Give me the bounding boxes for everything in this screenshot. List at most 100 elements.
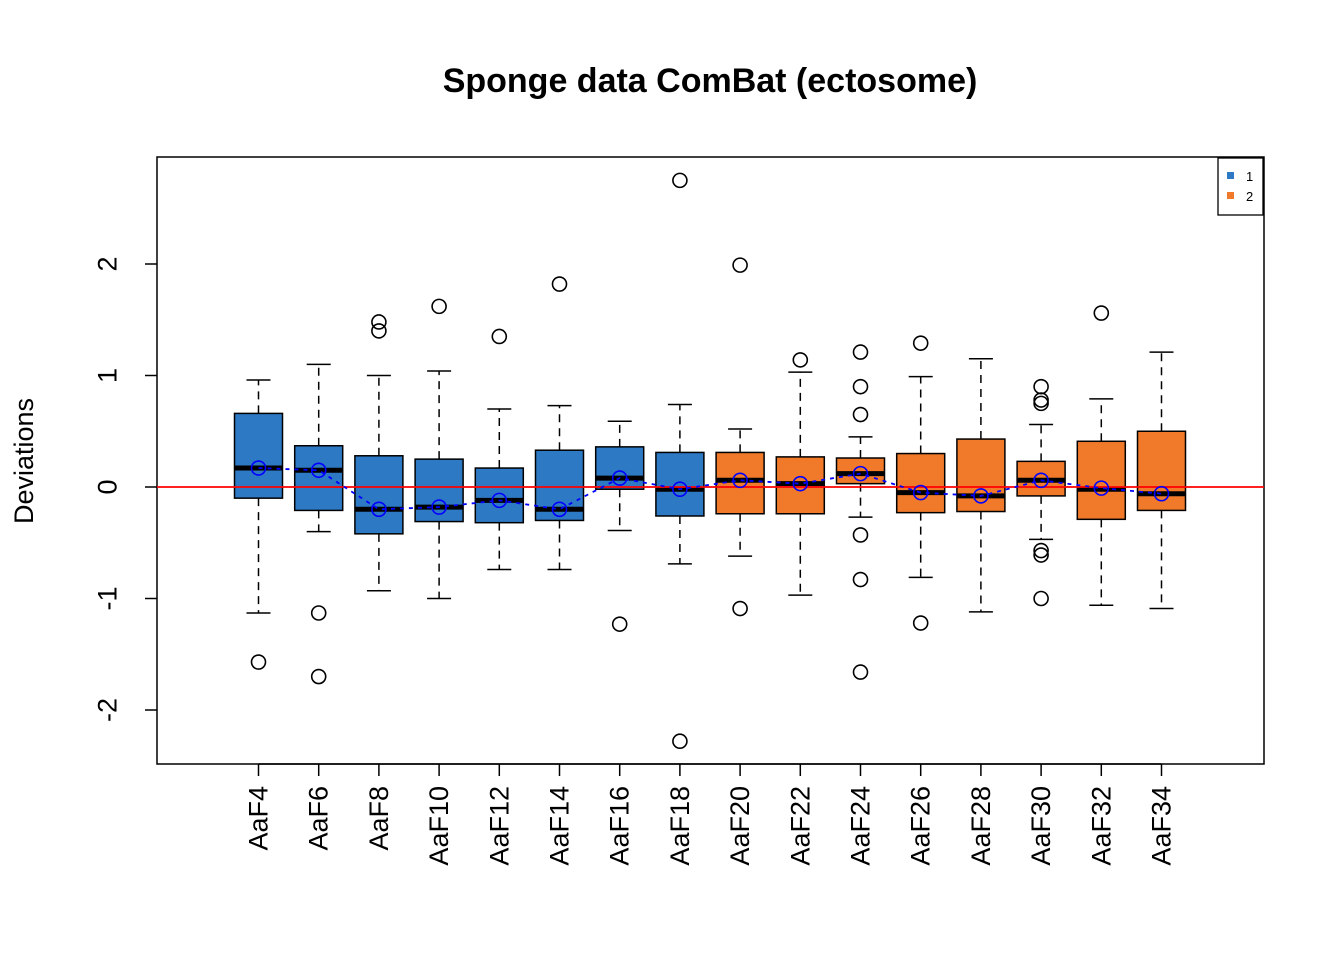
- box-AaF10: [414, 298, 464, 600]
- mean-marker: [431, 499, 447, 515]
- x-tick-label: AaF8: [364, 786, 394, 851]
- mean-marker: [250, 460, 267, 476]
- outlier-point: [852, 664, 869, 680]
- box-AaF8: [354, 314, 404, 592]
- outlier-point: [672, 733, 688, 750]
- box-body: [956, 438, 1006, 513]
- outlier-point: [310, 605, 327, 621]
- outlier-point: [1093, 305, 1110, 321]
- mean-marker: [1033, 472, 1049, 489]
- x-tick-label: AaF6: [304, 786, 334, 851]
- legend-swatch-2: [1227, 192, 1234, 199]
- outlier-point: [250, 654, 267, 670]
- outlier-point: [371, 323, 387, 339]
- box-AaF4: [233, 379, 284, 670]
- mean-marker: [912, 484, 929, 501]
- outlier-point: [1033, 395, 1049, 412]
- x-tick-label: AaF30: [1026, 786, 1056, 866]
- mean-marker: [973, 488, 989, 504]
- outlier-point: [1033, 542, 1049, 559]
- mean-marker: [371, 501, 387, 518]
- mean-marker: [852, 465, 869, 482]
- legend-frame: [1217, 157, 1264, 216]
- box-AaF16: [594, 420, 645, 632]
- mean-marker: [491, 492, 508, 509]
- outlier-point: [491, 328, 508, 345]
- outlier-point: [732, 257, 748, 273]
- box-body: [594, 446, 645, 490]
- outlier-point: [1033, 590, 1049, 607]
- outlier-point: [852, 378, 869, 395]
- box-AaF12: [474, 328, 525, 571]
- x-tick-label: AaF12: [484, 786, 514, 866]
- mean-marker: [310, 462, 327, 479]
- box-AaF28: [956, 358, 1006, 613]
- mean-marker: [672, 481, 688, 498]
- y-axis-label: Deviations: [9, 398, 39, 524]
- y-tick-label: -1: [92, 586, 122, 610]
- box-body: [354, 455, 404, 535]
- box-AaF22: [775, 352, 826, 596]
- x-tick-label: AaF32: [1086, 786, 1116, 866]
- box-AaF18: [655, 172, 705, 750]
- outlier-point: [852, 344, 869, 360]
- mean-marker: [611, 470, 628, 486]
- mean-marker: [1153, 485, 1170, 502]
- y-tick-label: -2: [92, 698, 122, 722]
- outlier-point: [672, 172, 688, 189]
- legend-swatch-1: [1227, 172, 1234, 179]
- outlier-point: [431, 298, 447, 315]
- x-axis: AaF4 AaF6 AaF8 AaF10 AaF12 AaF14 AaF16 AaF18 AaF…: [244, 763, 1177, 866]
- x-tick-label: AaF24: [846, 786, 876, 866]
- box-body: [414, 458, 464, 523]
- outlier-point: [611, 616, 628, 632]
- box-body: [233, 412, 284, 499]
- box-body: [655, 451, 705, 517]
- legend-label-2: 2: [1246, 189, 1253, 204]
- legend: 1 2: [1217, 157, 1264, 216]
- outlier-point: [852, 406, 869, 423]
- outlier-point: [551, 276, 568, 292]
- y-tick-label: 0: [92, 479, 122, 494]
- legend-label-1: 1: [1246, 169, 1253, 184]
- x-tick-label: AaF4: [244, 786, 274, 851]
- outlier-point: [371, 314, 387, 330]
- mean-marker: [551, 501, 568, 518]
- y-axis: -2 -1 0 1 2: [92, 256, 157, 722]
- x-tick-label: AaF22: [785, 786, 815, 866]
- box-AaF34: [1136, 351, 1187, 610]
- y-tick-label: 1: [92, 368, 122, 383]
- outlier-point: [310, 668, 327, 685]
- x-tick-label: AaF34: [1147, 786, 1177, 866]
- outlier-point: [1033, 392, 1049, 408]
- outlier-point: [1033, 547, 1049, 563]
- box-AaF24: [835, 344, 886, 680]
- outlier-point: [792, 352, 809, 368]
- mean-markers: [250, 460, 1170, 518]
- mean-marker: [792, 475, 809, 492]
- x-tick-label: AaF14: [545, 786, 575, 866]
- box-series: [233, 172, 1187, 750]
- outlier-point: [852, 571, 869, 588]
- box-AaF20: [715, 257, 765, 617]
- box-AaF14: [534, 276, 585, 571]
- x-tick-label: AaF18: [665, 786, 695, 866]
- chart-title: Sponge data ComBat (ectosome): [443, 62, 978, 100]
- box-body: [293, 444, 344, 512]
- box-body: [474, 467, 525, 524]
- box-body: [1136, 430, 1187, 512]
- outlier-point: [912, 335, 929, 351]
- x-tick-label: AaF20: [725, 786, 755, 866]
- outlier-point: [732, 600, 748, 617]
- box-AaF6: [293, 363, 344, 685]
- mean-line: [258, 467, 1162, 511]
- box-body: [1076, 440, 1127, 521]
- box-AaF32: [1076, 305, 1127, 606]
- x-tick-label: AaF28: [966, 786, 996, 866]
- y-tick-label: 2: [92, 256, 122, 271]
- mean-marker: [1093, 480, 1110, 496]
- x-tick-label: AaF10: [424, 786, 454, 866]
- x-tick-label: AaF16: [605, 786, 635, 866]
- box-AaF30: [1016, 378, 1066, 607]
